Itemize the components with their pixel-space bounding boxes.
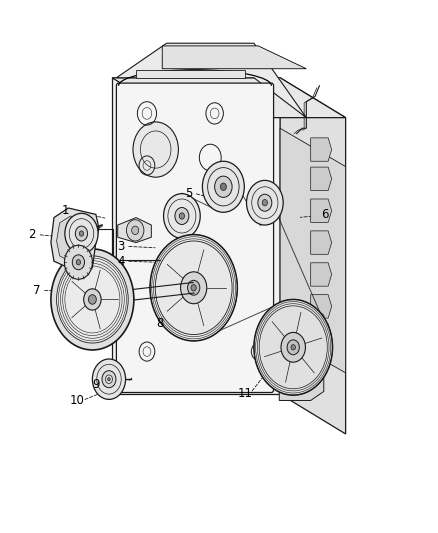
Circle shape (187, 280, 200, 295)
Circle shape (127, 220, 144, 241)
Polygon shape (51, 208, 99, 272)
Polygon shape (112, 78, 346, 118)
Circle shape (76, 260, 81, 265)
Circle shape (262, 199, 268, 206)
Circle shape (247, 180, 283, 225)
Text: 5: 5 (185, 187, 192, 200)
Circle shape (291, 345, 295, 350)
Circle shape (133, 122, 178, 177)
Polygon shape (57, 216, 92, 264)
Circle shape (92, 359, 126, 399)
Circle shape (254, 300, 332, 395)
Circle shape (179, 213, 184, 219)
Polygon shape (311, 295, 332, 318)
Text: 7: 7 (33, 284, 40, 297)
Circle shape (202, 161, 244, 212)
Circle shape (281, 333, 305, 362)
Polygon shape (162, 46, 306, 69)
Polygon shape (311, 199, 332, 222)
Text: 6: 6 (321, 208, 328, 221)
Circle shape (191, 285, 196, 291)
Text: 3: 3 (117, 240, 124, 253)
Text: 1: 1 (62, 204, 69, 217)
Circle shape (102, 370, 116, 387)
Circle shape (51, 249, 134, 350)
Text: 8: 8 (156, 318, 164, 330)
FancyBboxPatch shape (117, 83, 274, 392)
Text: 10: 10 (70, 394, 85, 407)
Circle shape (287, 340, 299, 355)
Polygon shape (311, 167, 332, 190)
Polygon shape (280, 78, 346, 434)
Circle shape (132, 226, 139, 235)
Circle shape (258, 194, 272, 211)
Polygon shape (311, 263, 332, 286)
Circle shape (64, 245, 92, 279)
Polygon shape (117, 43, 306, 118)
Polygon shape (311, 138, 332, 161)
Circle shape (215, 176, 232, 197)
Circle shape (57, 256, 128, 343)
Polygon shape (118, 217, 151, 243)
Circle shape (79, 231, 84, 236)
Circle shape (75, 226, 88, 241)
Polygon shape (112, 78, 280, 394)
Circle shape (180, 272, 207, 304)
Circle shape (108, 377, 110, 381)
Circle shape (150, 235, 237, 341)
Text: 2: 2 (28, 228, 36, 241)
Polygon shape (136, 70, 245, 78)
Circle shape (65, 213, 98, 254)
Circle shape (84, 289, 101, 310)
Polygon shape (311, 324, 332, 348)
Circle shape (106, 375, 113, 383)
Text: 4: 4 (117, 255, 124, 268)
Circle shape (88, 295, 96, 304)
Text: 11: 11 (238, 386, 253, 400)
Circle shape (175, 207, 189, 224)
Polygon shape (279, 305, 324, 400)
Polygon shape (280, 128, 346, 373)
Circle shape (72, 255, 85, 270)
Polygon shape (311, 231, 332, 254)
Circle shape (220, 183, 226, 190)
Circle shape (163, 193, 200, 238)
Text: 9: 9 (92, 378, 99, 391)
